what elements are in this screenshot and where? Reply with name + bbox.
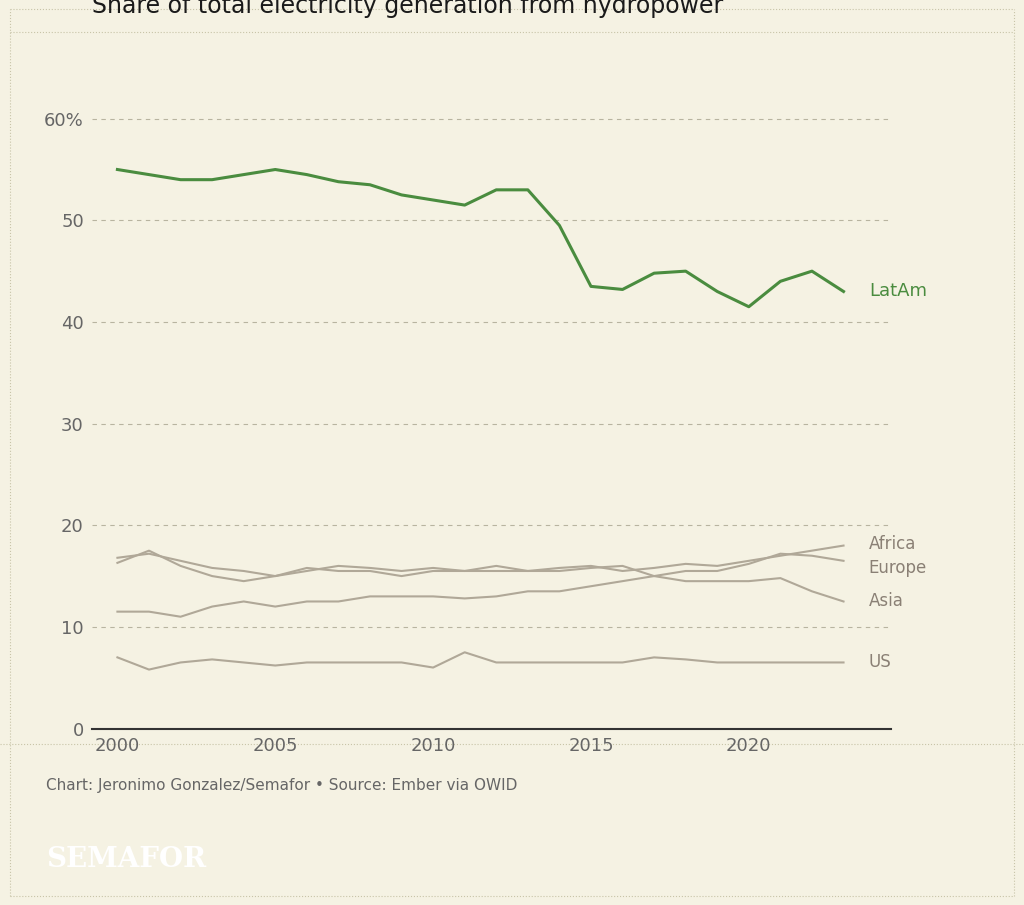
Text: US: US [868,653,892,672]
Text: Asia: Asia [868,593,903,611]
Text: SEMAFOR: SEMAFOR [46,846,206,873]
Text: Europe: Europe [868,559,927,576]
Text: Share of total electricity generation from hydropower: Share of total electricity generation fr… [92,0,723,18]
Text: LatAm: LatAm [868,282,927,300]
Text: Africa: Africa [868,535,916,553]
Text: Chart: Jeronimo Gonzalez/Semafor • Source: Ember via OWID: Chart: Jeronimo Gonzalez/Semafor • Sourc… [46,777,517,793]
